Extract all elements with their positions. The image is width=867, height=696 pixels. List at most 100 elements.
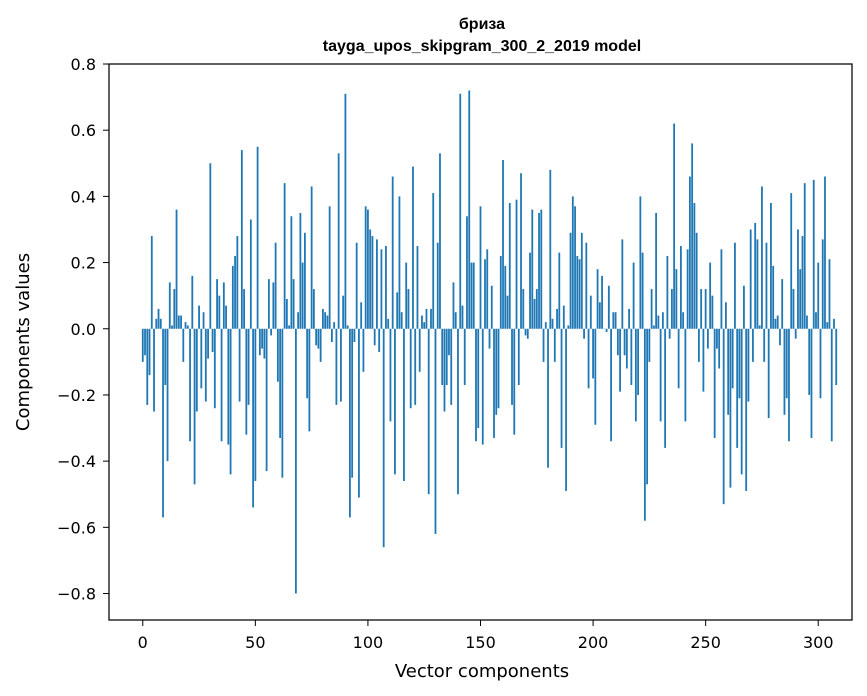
bar xyxy=(657,315,660,329)
bar xyxy=(711,295,714,329)
bar xyxy=(283,183,286,329)
bar xyxy=(815,312,817,329)
bar xyxy=(529,252,531,329)
bar xyxy=(173,289,176,329)
bar xyxy=(184,322,187,329)
bar xyxy=(443,328,446,412)
bar xyxy=(799,269,802,329)
bar xyxy=(605,328,608,333)
bar xyxy=(231,265,234,329)
bar xyxy=(785,328,788,399)
bar xyxy=(776,315,779,329)
bar xyxy=(700,289,703,329)
bar xyxy=(749,229,752,329)
bar xyxy=(159,318,162,329)
bar xyxy=(542,328,545,362)
bar xyxy=(524,328,527,336)
bar xyxy=(403,328,405,481)
bar xyxy=(535,289,538,329)
bar xyxy=(761,186,763,329)
bar xyxy=(650,289,653,329)
bar xyxy=(245,328,248,435)
bar xyxy=(222,282,225,329)
bar xyxy=(679,246,682,329)
bar xyxy=(547,328,549,468)
bar xyxy=(398,196,401,329)
bar xyxy=(707,328,709,349)
bar xyxy=(274,242,277,329)
bar xyxy=(576,255,579,329)
y-tick-label: −0.4 xyxy=(57,452,96,471)
bar xyxy=(758,325,761,329)
bar xyxy=(770,203,772,329)
bar xyxy=(153,328,155,412)
bar xyxy=(267,279,270,329)
bar xyxy=(765,242,768,329)
bar xyxy=(493,328,495,438)
bar xyxy=(146,328,149,405)
bar xyxy=(294,328,297,594)
bar xyxy=(459,93,462,329)
bar xyxy=(360,302,363,329)
bar xyxy=(587,328,590,389)
bar xyxy=(634,328,637,422)
bar xyxy=(409,328,412,409)
bar xyxy=(180,315,182,329)
bar xyxy=(324,312,327,329)
bar xyxy=(553,328,556,362)
bar xyxy=(824,176,826,329)
bar xyxy=(340,328,342,402)
bar xyxy=(819,328,822,399)
bar xyxy=(306,328,309,399)
bar xyxy=(718,328,721,369)
bar xyxy=(725,302,727,329)
bar xyxy=(621,239,624,329)
bar xyxy=(371,236,374,329)
bar xyxy=(558,252,561,329)
bar xyxy=(216,279,218,329)
x-tick-label: 0 xyxy=(138,633,148,652)
bar xyxy=(166,328,169,462)
bar xyxy=(414,328,417,405)
bar xyxy=(218,295,221,329)
bar xyxy=(240,150,243,329)
bar xyxy=(531,209,534,329)
bar xyxy=(148,328,151,376)
bar xyxy=(790,193,793,329)
bar xyxy=(797,229,799,329)
bar xyxy=(522,289,525,329)
bar xyxy=(303,232,306,329)
bar xyxy=(549,169,552,329)
bar xyxy=(803,183,806,329)
bar xyxy=(364,206,367,329)
bar xyxy=(835,328,838,386)
y-tick-label: 0.0 xyxy=(71,320,96,339)
bar xyxy=(315,328,318,346)
bar xyxy=(592,328,594,379)
bar xyxy=(569,232,572,329)
bar xyxy=(389,328,392,422)
bar xyxy=(738,328,741,399)
bar xyxy=(461,305,464,329)
bar xyxy=(691,143,694,329)
bar xyxy=(270,328,273,336)
bar xyxy=(614,312,617,329)
bar xyxy=(779,328,781,346)
bar xyxy=(704,289,707,329)
bar xyxy=(387,318,390,329)
x-axis-ticks: 0 50 100 150 200 250 300 xyxy=(138,620,834,652)
bar xyxy=(596,269,599,329)
bar xyxy=(209,163,212,329)
bar xyxy=(693,203,696,329)
bar xyxy=(781,279,784,329)
bar xyxy=(427,328,430,495)
bar xyxy=(574,206,576,329)
bar xyxy=(630,328,633,386)
bar xyxy=(601,275,603,329)
bar xyxy=(326,315,329,329)
bar xyxy=(234,255,236,329)
bar xyxy=(175,209,178,329)
bar xyxy=(337,153,340,329)
bar xyxy=(610,328,612,442)
bar xyxy=(544,322,547,329)
